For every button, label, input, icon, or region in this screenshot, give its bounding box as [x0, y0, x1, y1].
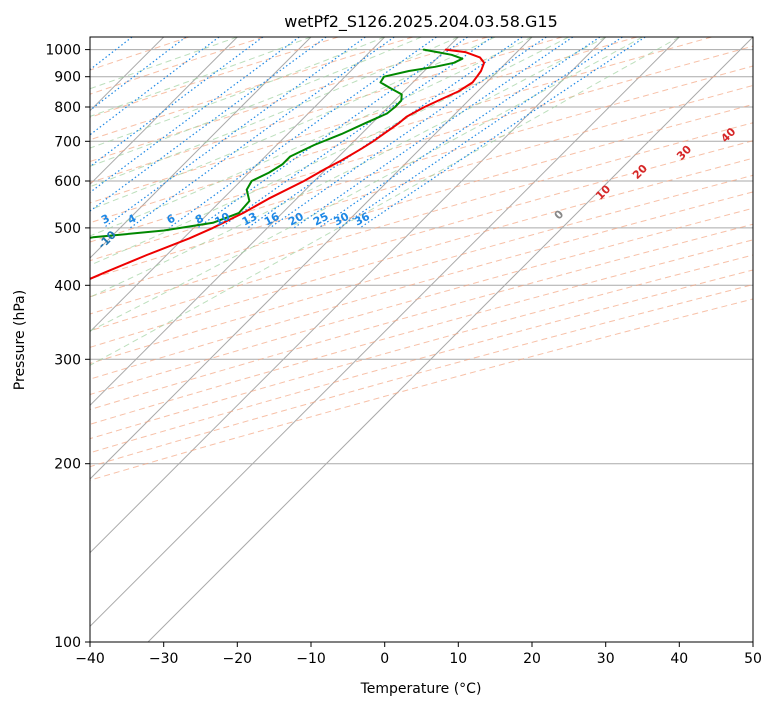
dry-adiabat-line: [90, 269, 753, 454]
x-tick-label: 30: [597, 651, 615, 667]
mixing-ratio-label: 16: [262, 210, 282, 229]
x-tick-label: 20: [523, 651, 541, 667]
dry-adiabat-line: [90, 254, 753, 440]
dry-adiabat-line: [90, 239, 753, 425]
y-tick-label: 100: [54, 635, 81, 651]
y-tick-label: 600: [54, 174, 81, 190]
mixing-ratio-line: [90, 37, 264, 168]
reference-line-labels: 0.10.20.40.611.52346810131620253036-100-…: [96, 125, 739, 252]
mixing-ratio-label: 10: [213, 210, 233, 229]
sounding-profiles: [90, 48, 486, 280]
x-tick-label: 50: [744, 651, 762, 667]
dry-adiabat-line: [90, 103, 753, 298]
mixing-ratio-lines: [90, 37, 646, 229]
isotherm-line: [147, 37, 753, 642]
moist-adiabat-line: [90, 37, 422, 167]
moist-adiabats: [90, 37, 680, 366]
mixing-ratio-line: [318, 37, 601, 229]
x-tick-label: −40: [75, 651, 105, 667]
x-axis-label: Temperature (°C): [360, 681, 482, 697]
dry-adiabat-line: [90, 84, 753, 280]
dry-adiabat-line: [90, 37, 488, 163]
mixing-ratio-label: 25: [311, 210, 331, 229]
dry-adiabat-line: [90, 284, 753, 468]
mixing-ratio-line: [90, 37, 187, 112]
mixing-ratio-line: [293, 37, 574, 229]
moist-adiabat-line: [90, 37, 606, 298]
y-axis: 1000 900 800 700 600 500 400 300 200 100: [45, 43, 90, 651]
isotherm-line: [90, 37, 238, 186]
mixing-ratio-line: [220, 37, 493, 229]
y-tick-label: 500: [54, 221, 81, 237]
isotherm-gridlines: [90, 37, 753, 642]
x-axis: −40 −30 −20 −10 0 10 20 30 40 50: [75, 642, 762, 667]
dry-adiabat-line: [90, 191, 753, 380]
chart-title: wetPf2_S126.2025.204.03.58.G15: [284, 12, 558, 32]
y-tick-label: 1000: [45, 43, 81, 59]
x-tick-label: −30: [149, 651, 179, 667]
dry-adiabat-line: [90, 37, 712, 224]
temperature-profile-line: [90, 48, 486, 280]
isotherm-line: [90, 37, 459, 407]
dry-adiabat-line: [90, 45, 753, 243]
mixing-ratio-line: [90, 37, 327, 212]
y-axis-label: Pressure (hPa): [12, 290, 28, 390]
dry-adiabat-line: [90, 37, 414, 141]
isobar-gridlines: [90, 49, 753, 642]
isotherm-line: [90, 37, 680, 628]
x-tick-label: 10: [449, 651, 467, 667]
plot-area: 0.10.20.40.611.52346810131620253036-100-…: [90, 37, 753, 642]
mixing-ratio-label: 36: [352, 210, 372, 229]
moist-adiabat-line: [90, 37, 459, 188]
moist-adiabat-line: [90, 37, 496, 211]
x-tick-label: 40: [670, 651, 688, 667]
mixing-ratio-line: [90, 37, 220, 136]
isotherm-line: [90, 37, 533, 480]
dry-adiabat-line: [90, 298, 753, 481]
y-tick-label: 800: [54, 100, 81, 116]
dry-adiabat-line: [90, 174, 753, 364]
mixing-ratio-line: [168, 37, 437, 229]
y-tick-label: 300: [54, 352, 81, 368]
dewpoint-profile-line: [90, 48, 464, 239]
x-tick-label: 0: [380, 651, 389, 667]
isotherm-line: [90, 37, 312, 259]
dry-adiabat-line: [90, 223, 753, 411]
y-tick-label: 200: [54, 457, 81, 473]
y-tick-label: 900: [54, 70, 81, 86]
moist-adiabat-line: [90, 37, 533, 237]
x-tick-label: −10: [296, 651, 326, 667]
dry-adiabats: [90, 37, 753, 481]
mixing-ratio-line: [247, 37, 523, 229]
mixing-ratio-label: 30: [332, 210, 352, 229]
dry-adiabat-line: [90, 122, 753, 315]
mixing-ratio-label: 20: [286, 210, 306, 229]
mixing-ratio-line: [269, 37, 547, 229]
moist-adiabat-line: [90, 37, 643, 332]
mixing-ratio-line: [338, 37, 623, 229]
moist-adiabat-line: [90, 37, 570, 266]
isotherm-line: [90, 37, 607, 554]
mixing-ratio-label: 13: [240, 210, 260, 229]
x-tick-label: −20: [223, 651, 253, 667]
moist-adiabat-line: [90, 37, 385, 149]
mixing-ratio-line: [90, 37, 300, 194]
y-tick-label: 700: [54, 134, 81, 150]
plot-frame: [89, 36, 754, 643]
isotherm-line: [90, 37, 386, 333]
dry-adiabat-line: [90, 37, 638, 204]
mixing-ratio-line: [359, 37, 646, 229]
dry-adiabat-line: [90, 207, 753, 396]
y-tick-label: 400: [54, 278, 81, 294]
